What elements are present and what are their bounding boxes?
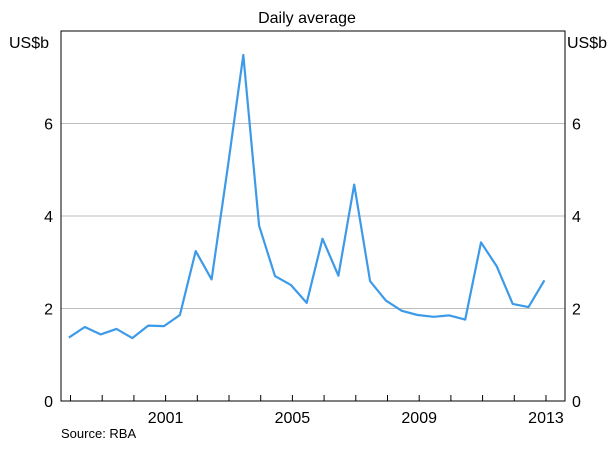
x-tick-label: 2009 (401, 410, 437, 427)
left-unit-label: US$b (9, 35, 49, 52)
y-tick-label-left: 2 (44, 302, 53, 319)
x-tick-label: 2001 (148, 410, 184, 427)
x-tick-label: 2013 (528, 410, 564, 427)
source-note: Source: RBA (61, 426, 136, 441)
y-tick-label-right: 2 (572, 302, 581, 319)
y-tick-label-left: 6 (44, 117, 53, 134)
axes: 0 0 2 2 4 4 6 6 2001 2005 2009 2013 (44, 117, 581, 428)
y-tick-label-right: 6 (572, 117, 581, 134)
y-tick-label-left: 0 (44, 394, 53, 411)
chart-subtitle: Daily average (258, 10, 356, 27)
series-layer (68, 53, 546, 340)
y-tick-label-right: 4 (572, 209, 581, 226)
series-line-0 (68, 53, 546, 340)
y-tick-label-right: 0 (572, 394, 581, 411)
plot-frame (60, 30, 566, 402)
x-tick-label: 2005 (275, 410, 311, 427)
right-unit-label: US$b (567, 35, 607, 52)
gridlines (61, 123, 565, 309)
y-tick-label-left: 4 (44, 209, 53, 226)
